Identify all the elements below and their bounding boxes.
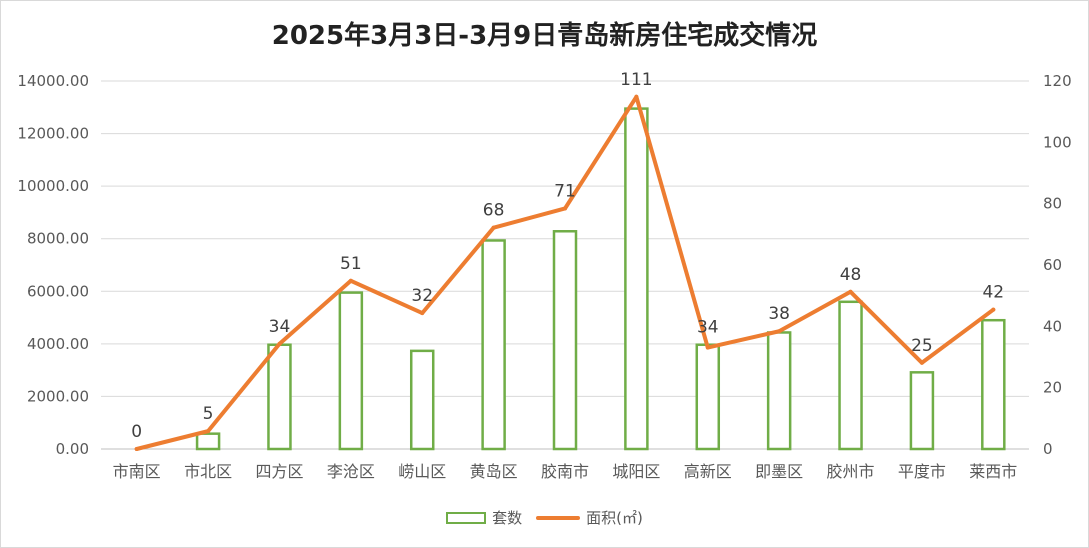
legend-swatch-line xyxy=(536,515,581,520)
data-label: 51 xyxy=(340,254,362,274)
bar xyxy=(552,230,578,451)
category-label: 莱西市 xyxy=(969,462,1017,481)
bar xyxy=(195,432,221,451)
left-axis-tick-label: 0.00 xyxy=(56,440,89,458)
right-axis-tick-label: 120 xyxy=(1043,72,1072,90)
bar xyxy=(409,349,435,451)
chart-title: 2025年3月3日-3月9日青岛新房住宅成交情况 xyxy=(271,21,818,51)
data-label: 42 xyxy=(982,283,1004,303)
bar xyxy=(338,291,364,451)
left-axis-tick-label: 10000.00 xyxy=(17,177,89,195)
data-label: 68 xyxy=(483,201,505,221)
left-axis-tick-label: 8000.00 xyxy=(27,230,89,248)
category-label: 城阳区 xyxy=(612,462,660,481)
line-point xyxy=(420,311,425,316)
legend-item-line: 面积(㎡) xyxy=(536,507,643,528)
line-point xyxy=(348,278,353,283)
legend-label-bar: 套数 xyxy=(492,509,523,527)
bar xyxy=(624,107,649,451)
category-label: 胶州市 xyxy=(827,462,875,481)
right-axis-tick-label: 60 xyxy=(1043,256,1062,274)
data-label: 111 xyxy=(620,70,652,90)
category-label: 市北区 xyxy=(184,462,232,481)
legend-swatch-bar xyxy=(446,511,487,524)
data-label: 38 xyxy=(768,304,790,324)
line-point xyxy=(206,429,211,434)
category-label: 李沧区 xyxy=(327,462,375,481)
chart-plot: 0.00 2000.00 4000.00 6000.00 8000.00 10000.00… xyxy=(17,70,1072,481)
legend-item-bar: 套数 xyxy=(446,507,522,528)
data-label: 48 xyxy=(840,265,862,285)
line-point xyxy=(777,329,782,334)
right-axis-tick-label: 80 xyxy=(1043,195,1062,213)
left-axis-tick-label: 6000.00 xyxy=(27,282,89,300)
category-label: 平度市 xyxy=(898,462,946,481)
bar xyxy=(766,331,792,451)
right-axis-tick-label: 0 xyxy=(1043,440,1053,458)
line-point xyxy=(634,94,639,99)
category-label: 崂山区 xyxy=(398,462,446,481)
line-point xyxy=(848,289,853,294)
data-label: 34 xyxy=(269,317,291,337)
data-label: 0 xyxy=(131,422,142,442)
data-label: 32 xyxy=(411,286,433,306)
line-point xyxy=(705,345,710,350)
bar xyxy=(981,318,1006,451)
category-label: 市南区 xyxy=(113,462,161,481)
line-point xyxy=(277,341,282,346)
category-label: 高新区 xyxy=(684,462,732,481)
bar xyxy=(909,371,935,451)
right-axis-tick-label: 40 xyxy=(1043,317,1062,335)
data-label: 25 xyxy=(911,336,933,356)
right-axis-tick-label: 100 xyxy=(1043,133,1072,151)
data-label: 5 xyxy=(203,404,214,424)
bar xyxy=(267,343,292,451)
line-point xyxy=(991,307,996,312)
right-axis-tick-label: 20 xyxy=(1043,379,1062,397)
category-label: 黄岛区 xyxy=(470,462,518,481)
line-point xyxy=(134,447,139,451)
category-label: 即墨区 xyxy=(755,462,803,481)
line-point xyxy=(491,225,496,230)
bar xyxy=(481,239,506,451)
chart-legend: 套数 面积(㎡) xyxy=(1,507,1088,528)
data-label: 34 xyxy=(697,318,719,338)
left-axis-tick-label: 12000.00 xyxy=(17,125,89,143)
left-axis-tick-label: 14000.00 xyxy=(17,72,89,90)
bar xyxy=(838,300,863,451)
category-label: 四方区 xyxy=(255,462,303,481)
bar xyxy=(695,343,721,451)
left-axis-tick-label: 4000.00 xyxy=(27,335,89,353)
legend-label-line: 面积(㎡) xyxy=(586,509,643,527)
data-label: 71 xyxy=(554,181,576,201)
category-label: 胶南市 xyxy=(541,462,589,481)
left-axis-tick-label: 2000.00 xyxy=(27,387,89,405)
line-point xyxy=(919,360,924,365)
line-point xyxy=(563,206,567,211)
